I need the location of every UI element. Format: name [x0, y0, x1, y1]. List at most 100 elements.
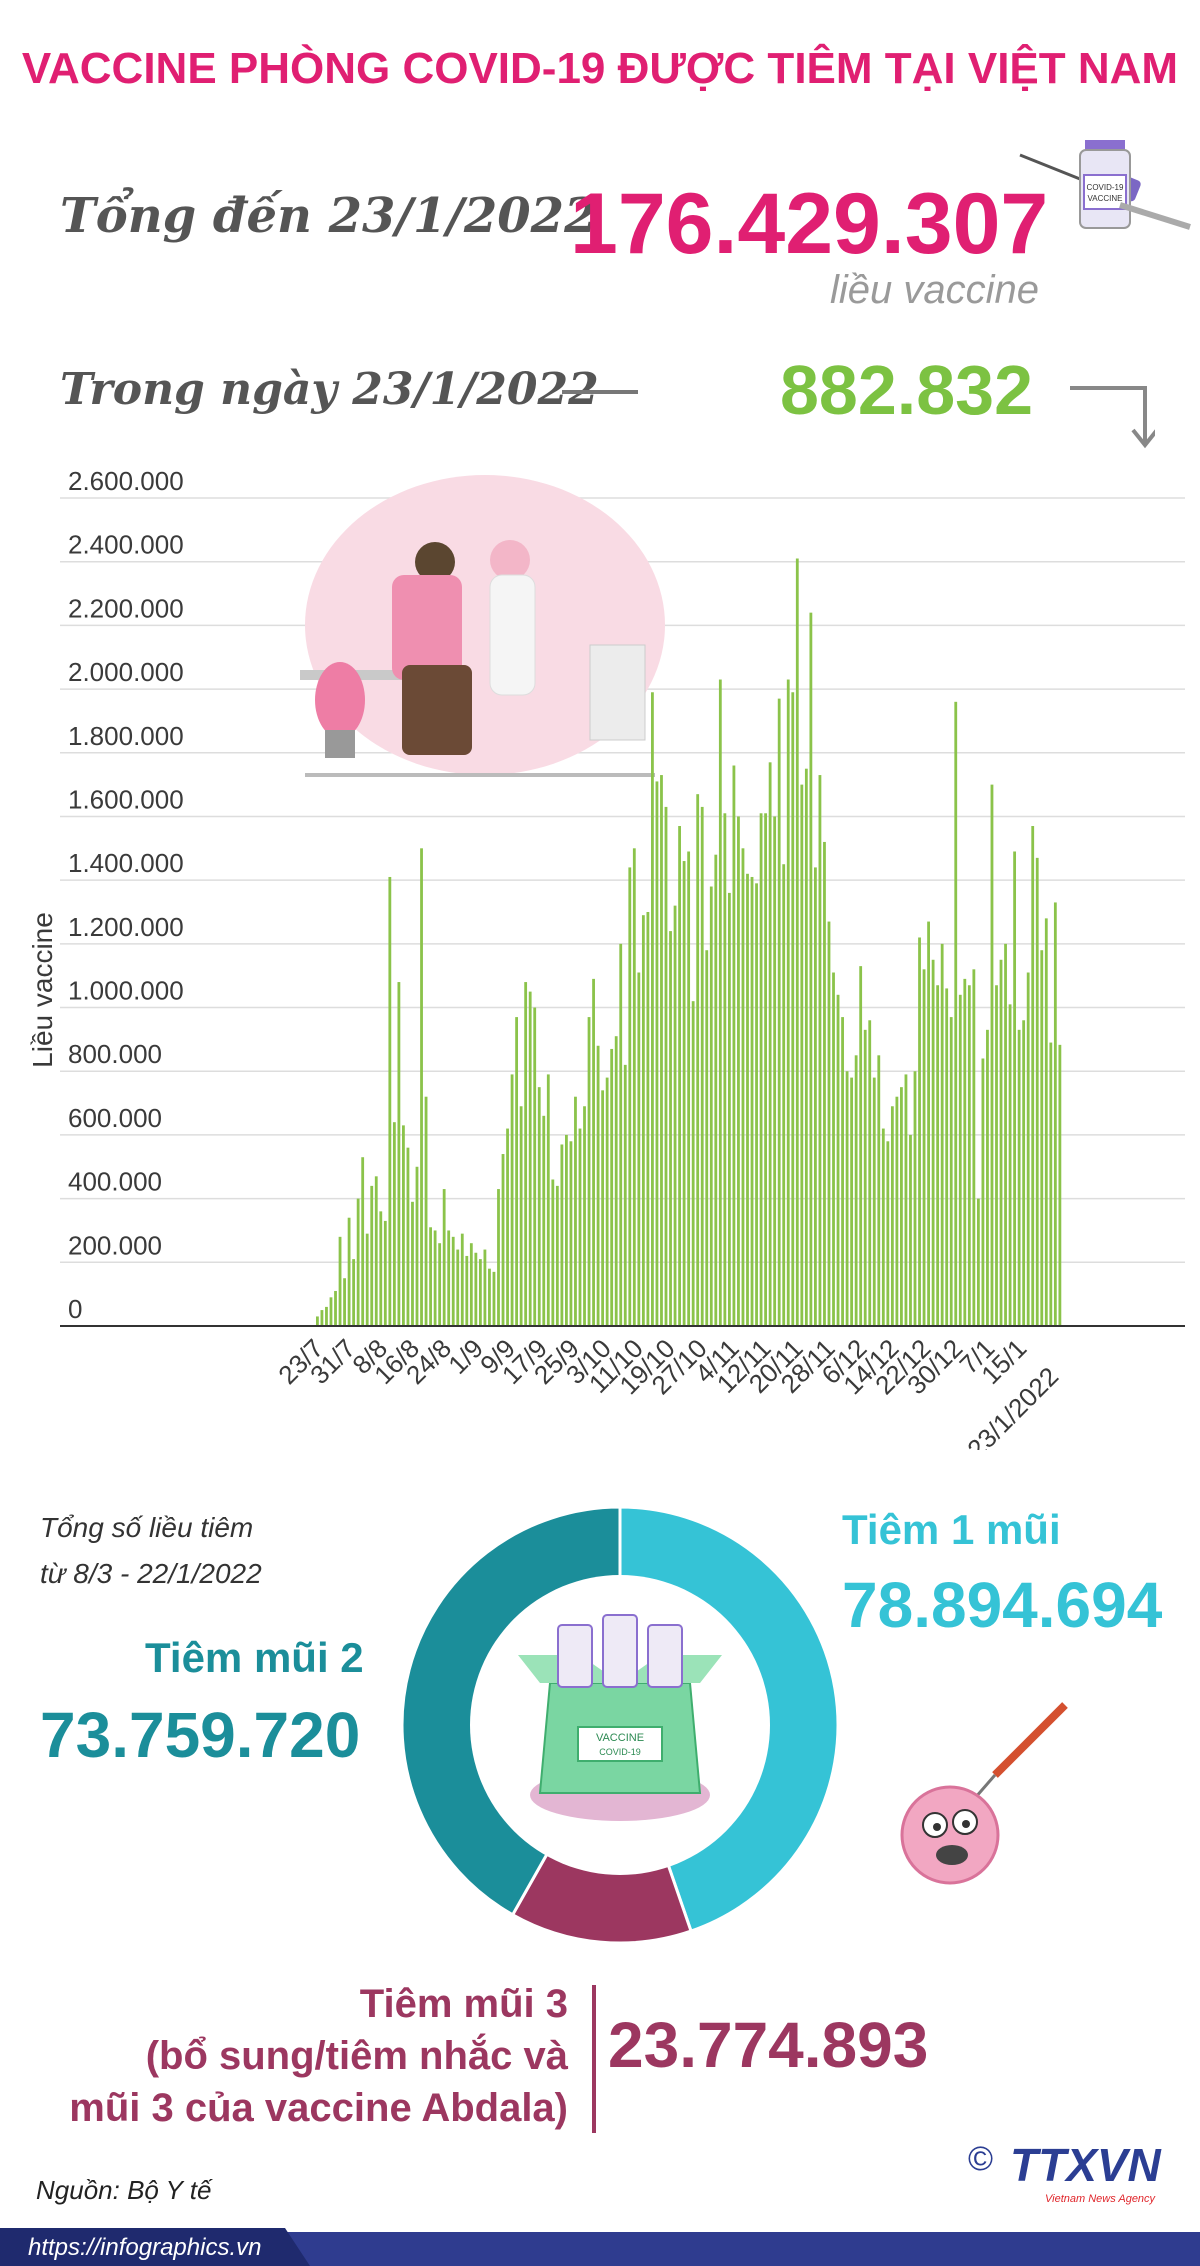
bar	[718, 679, 722, 1326]
bar	[320, 1310, 324, 1326]
virus-syringe-icon	[900, 1702, 1068, 1885]
doses-donut-chart: VACCINE COVID-19	[400, 1505, 840, 1945]
bar	[420, 848, 423, 1326]
bar	[795, 558, 799, 1326]
dose3-label-line: (bổ sung/tiêm nhắc và	[145, 2034, 568, 2078]
bar	[338, 1236, 342, 1326]
bar	[845, 1071, 849, 1326]
total-value: 176.429.307	[570, 176, 1049, 272]
bar	[818, 775, 822, 1326]
bar	[438, 1243, 442, 1326]
bar	[737, 816, 740, 1326]
total-unit: liều vaccine	[830, 268, 1040, 312]
bar	[1044, 918, 1048, 1326]
bar	[551, 1179, 555, 1326]
x-axis-ticks: 23/731/78/816/824/81/99/917/925/93/1011/…	[272, 1333, 1064, 1450]
bar	[691, 1001, 695, 1326]
bar	[632, 848, 636, 1326]
agency-logo-sub: Vietnam News Agency	[1045, 2193, 1156, 2205]
donut-title: Tổng số liều tiêm từ 8/3 - 22/1/2022	[40, 1505, 360, 1597]
bar	[727, 892, 731, 1326]
bar	[542, 1115, 546, 1326]
bar	[460, 1233, 464, 1326]
bar	[483, 1249, 487, 1326]
bar	[832, 972, 835, 1326]
bar	[759, 813, 763, 1326]
bar	[651, 692, 654, 1326]
svg-text:VACCINE: VACCINE	[1088, 194, 1123, 203]
bar	[646, 912, 650, 1326]
bar	[519, 1106, 523, 1326]
dose3-label-line: Tiêm mũi 3	[359, 1982, 568, 2026]
bar	[682, 861, 686, 1326]
bar	[447, 1230, 451, 1326]
bar	[854, 1055, 858, 1326]
bar	[374, 1176, 378, 1326]
agency-logo: TTXVN	[1010, 2139, 1161, 2191]
y-axis-label: Liều vaccine	[27, 912, 58, 1068]
source-note: Nguồn: Bộ Y tế	[36, 2175, 212, 2205]
y-axis-ticks: 0 200.000 400.000 600.000 800.000 1.000.000 1.…	[68, 470, 184, 1324]
bar	[786, 679, 790, 1326]
bar	[429, 1227, 432, 1326]
bar	[397, 982, 401, 1326]
bar	[868, 1020, 872, 1326]
bar	[927, 921, 930, 1326]
bar	[524, 982, 528, 1326]
page-title: VACCINE PHÒNG COVID-19 ĐƯỢC TIÊM TẠI VIỆ…	[21, 44, 1179, 93]
website-link[interactable]: https://infographics.vn	[28, 2234, 262, 2261]
box-sublabel: COVID-19	[599, 1747, 641, 1757]
bar	[1053, 902, 1057, 1326]
bar	[827, 921, 831, 1326]
dose3-separator	[592, 1985, 596, 2133]
bar	[388, 876, 392, 1326]
y-tick-label: 2.600.000	[68, 470, 184, 496]
bar	[995, 985, 998, 1326]
bar	[1008, 1004, 1012, 1326]
bar	[451, 1236, 455, 1326]
bar	[750, 876, 754, 1326]
bar	[474, 1252, 478, 1326]
bar	[967, 985, 971, 1326]
dose1-label: Tiêm 1 mũi	[842, 1506, 1061, 1553]
bar	[383, 1220, 387, 1326]
bar	[641, 915, 645, 1326]
bar	[510, 1074, 514, 1326]
bar	[945, 988, 949, 1326]
bar	[913, 1071, 917, 1326]
bar	[687, 851, 691, 1326]
donut-title-line: Tổng số liều tiêm	[40, 1512, 254, 1543]
bar	[755, 883, 758, 1326]
bar	[506, 1128, 509, 1326]
bar	[488, 1268, 491, 1326]
bar	[347, 1217, 351, 1326]
bar	[555, 1185, 559, 1326]
svg-text:COVID-19: COVID-19	[1087, 183, 1124, 192]
bar	[546, 1074, 550, 1326]
bar	[601, 1090, 605, 1326]
bar	[596, 1045, 600, 1326]
y-tick-label: 1.600.000	[68, 784, 184, 814]
bar	[918, 937, 921, 1326]
bar	[619, 943, 623, 1326]
bar	[732, 765, 736, 1326]
bar	[478, 1259, 482, 1326]
bar	[664, 806, 668, 1326]
day-value: 882.832	[780, 351, 1034, 429]
bar	[859, 966, 863, 1326]
bar	[804, 768, 808, 1326]
bar	[949, 1017, 953, 1326]
bar	[791, 692, 795, 1326]
dose3-label-line: mũi 3 của vaccine Abdala)	[69, 2086, 568, 2130]
bar	[678, 826, 681, 1326]
bar	[863, 1029, 867, 1326]
bar	[578, 1128, 582, 1326]
bar	[610, 1048, 614, 1326]
y-tick-label: 1.000.000	[68, 976, 184, 1006]
bar	[700, 806, 704, 1326]
bar	[533, 1007, 537, 1326]
bar	[890, 1106, 894, 1326]
bar	[709, 886, 713, 1326]
bar	[931, 959, 935, 1326]
bar	[841, 1017, 844, 1326]
